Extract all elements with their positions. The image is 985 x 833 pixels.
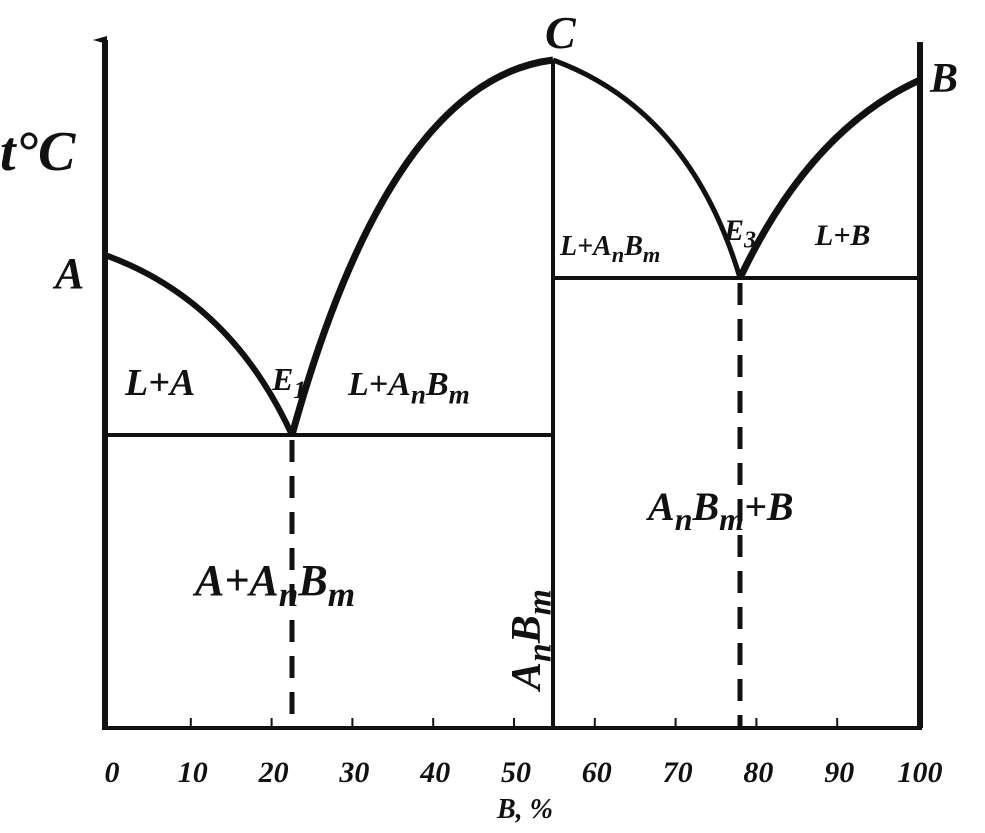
label-part: +B (744, 484, 793, 529)
x-tick-label: 40 (419, 756, 450, 789)
label-part: L+A (124, 362, 195, 404)
region-anbm-b: AnBm+B (645, 484, 794, 537)
label-part: L+B (814, 219, 870, 252)
liquidus-c-right (552, 57, 743, 279)
label-part: n (411, 380, 426, 410)
label-part: B (929, 56, 958, 102)
x-tick-label: 0 (105, 756, 120, 789)
x-tick-label: 80 (743, 756, 773, 789)
label-part: A (52, 249, 84, 298)
x-tick-label: 30 (338, 756, 369, 789)
label-part: m (719, 501, 744, 537)
x-tick-label: 100 (898, 756, 943, 789)
x-axis-label: B, % (496, 794, 553, 825)
label-part: m (522, 589, 559, 615)
point-c: C (545, 7, 577, 58)
liquidus-b (736, 76, 922, 280)
label-part: A (504, 662, 550, 693)
label-part: m (328, 575, 355, 614)
label-part: C (545, 7, 577, 58)
label-part: 3 (743, 228, 756, 254)
x-tick-label: 10 (178, 756, 208, 789)
region-l-anbm-right: L+AnBm (559, 231, 660, 267)
label-part: B (623, 231, 643, 262)
label-part: 1 (293, 375, 306, 404)
label-part: L+A (559, 231, 612, 262)
label-part: B (297, 556, 327, 605)
point-e1: E1 (271, 361, 306, 404)
label-part: E (271, 361, 293, 397)
label-part: B (425, 366, 449, 403)
liquidus-a (103, 252, 295, 437)
x-tick-label: 70 (663, 756, 693, 789)
region-l-a: L+A (124, 362, 195, 404)
label-part: n (522, 643, 559, 662)
region-l-anbm-left: L+AnBm (347, 366, 470, 410)
region-anbm: AnBm (504, 589, 559, 693)
liquidus-c-left (288, 56, 554, 436)
label-part: n (612, 242, 624, 267)
x-tick-label: 90 (824, 756, 854, 789)
label-part: n (279, 575, 299, 614)
label-part: m (449, 380, 470, 410)
label-part: B (691, 484, 719, 529)
x-tick-label: 60 (582, 756, 612, 789)
point-a: A (52, 249, 84, 298)
region-l-b: L+B (814, 219, 870, 252)
label-part: n (675, 501, 693, 537)
x-tick-label: 20 (258, 756, 289, 789)
x-tick-label: 50 (501, 756, 531, 789)
region-a-anbm: A+AnBm (192, 556, 355, 614)
label-part: L+A (347, 366, 411, 403)
y-axis-label: t°C (0, 121, 76, 183)
label-part: E (723, 214, 744, 247)
point-b: B (929, 56, 958, 102)
label-part: A (645, 484, 675, 529)
label-part: A+A (192, 556, 279, 605)
point-e3: E3 (723, 214, 756, 254)
label-part: m (643, 242, 660, 267)
label-part: B (504, 615, 550, 644)
